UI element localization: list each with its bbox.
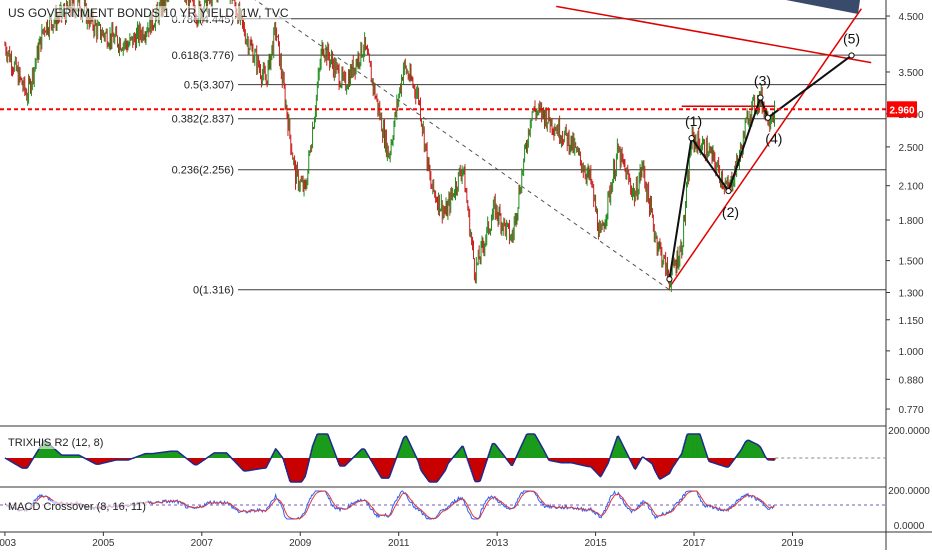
price-tick-label: 0.770 xyxy=(898,405,923,416)
wave-point xyxy=(848,52,855,59)
price-axis-background[interactable] xyxy=(886,0,932,550)
current-price-label-bg xyxy=(887,101,917,118)
wave-point xyxy=(688,135,695,142)
current-price-badge: 2.960 xyxy=(887,101,917,118)
wave-path xyxy=(668,54,853,280)
fib-label: 0.618(3.776) xyxy=(172,50,234,62)
wave-label: (1) xyxy=(685,113,702,129)
symbol-title: US GOVERNMENT BONDS 10 YR YIELD, 1W, TVC xyxy=(6,6,291,20)
drawing-toolbar[interactable] xyxy=(786,0,860,14)
red-resistance-line xyxy=(556,5,872,64)
price-tick-label: 1.800 xyxy=(898,216,923,227)
dashed-downtrend-line xyxy=(254,0,670,291)
price-tick-label: 0.880 xyxy=(898,375,923,386)
wave-label: (3) xyxy=(754,73,771,89)
price-tick-label: 2.500 xyxy=(898,143,923,154)
current-price-label: 2.960 xyxy=(889,105,914,116)
macd-axis-label-bottom: 0.0000 xyxy=(894,521,925,532)
price-tick-label: 1.500 xyxy=(898,257,923,268)
time-tick-label: 2007 xyxy=(191,538,214,549)
price-tick-label: 1.000 xyxy=(898,347,923,358)
pointer-icon[interactable] xyxy=(786,0,860,14)
trix-line xyxy=(4,433,775,483)
trix-indicator-title[interactable]: TRIXHIS R2 (12, 8) xyxy=(6,437,106,449)
macd-axis-label-top: 200.0000 xyxy=(888,486,930,497)
fib-label: 0.236(2.256) xyxy=(172,165,234,177)
fib-label: 0(1.316) xyxy=(193,285,234,297)
time-tick-label: 2003 xyxy=(0,538,16,549)
price-tick-label: 2.100 xyxy=(898,182,923,193)
wave-point xyxy=(666,276,673,283)
wave-point xyxy=(725,187,732,195)
price-tick-label: 1.300 xyxy=(898,288,923,299)
time-tick-label: 2015 xyxy=(584,538,607,549)
trixhis-panel[interactable]: 200.0000 xyxy=(4,426,930,483)
price-series xyxy=(4,0,775,293)
wave-label: (5) xyxy=(843,30,860,46)
time-axis-ticks[interactable]: 2003 2005 2007 2009 2011 2013 2015 2017 2019 xyxy=(0,532,804,549)
price-tick-label: 1.150 xyxy=(898,316,923,327)
time-tick-label: 2011 xyxy=(388,538,410,549)
macd-indicator-title[interactable]: MACD Crossover (8, 16, 11) xyxy=(6,501,148,513)
time-tick-label: 2013 xyxy=(486,538,509,549)
trix-axis-label: 200.0000 xyxy=(888,426,930,437)
wave-label: (2) xyxy=(722,204,739,220)
fib-label: 0.382(2.837) xyxy=(172,114,234,126)
fib-label: 0.5(3.307) xyxy=(184,80,234,92)
wave-point xyxy=(764,114,771,121)
fibonacci-levels: 0.786(4.445)0.618(3.776)0.5(3.307)0.382(… xyxy=(172,14,886,297)
time-tick-label: 2017 xyxy=(683,538,706,549)
wave-point xyxy=(757,94,764,101)
price-tick-label: 3.500 xyxy=(898,68,923,79)
time-tick-label: 2009 xyxy=(289,538,312,549)
time-tick-label: 2005 xyxy=(92,538,115,549)
time-tick-label: 2019 xyxy=(781,538,804,549)
wave-label: (4) xyxy=(765,131,782,147)
price-tick-label: 4.500 xyxy=(898,12,923,23)
elliott-wave: (1) (2) (3) (4) (5) xyxy=(666,30,860,283)
